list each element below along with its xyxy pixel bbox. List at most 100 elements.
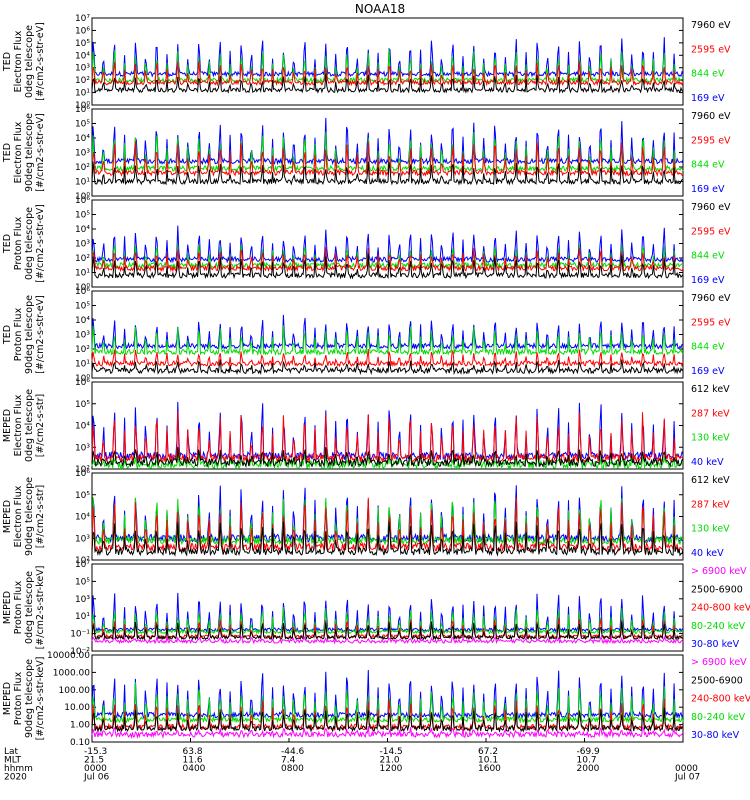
y-axis-label-line: 0deg telescope [24,25,35,98]
y-tick-label: 10000.00 [47,651,90,661]
legend-entry: 2595 eV [691,44,731,55]
legend-entry: 169 eV [691,366,725,377]
series-line-2 [91,141,684,178]
x-tick-hhmm: 2000 [577,764,600,774]
y-tick-label: 10⁶ [75,26,90,36]
panel-frame [91,199,684,288]
panel-7: 10⁻² 10⁻¹ 10¹ 10³ 10⁵ 10⁷ MEPEDProton Flux0deg… [2,560,750,657]
y-tick-label: 10⁷ [75,560,90,570]
panel-6: 10² 10³ 10⁴ 10⁵ 10⁶ MEPEDElectron Flux90deg t… [2,469,730,566]
y-tick-label: 10⁰ [75,101,90,111]
y-axis-label-line: Proton Flux [13,216,24,270]
y-axis-label-line: 0deg telescope [24,207,35,280]
y-tick-label: 10⁴ [75,316,90,326]
y-tick-label: 10⁵ [75,39,90,49]
y-tick-label: 10.00 [64,703,90,713]
y-axis-label-line: 90deg telescope [24,113,35,192]
legend-entry: 240-800 keV [691,694,750,705]
x-tick-mlt: 10.7 [577,756,597,766]
y-axis-label: TEDProton Flux90deg telescope[#/cm2-s-st… [2,295,46,374]
legend-entry: 612 keV [691,384,730,395]
series-line-2 [91,707,684,733]
y-tick-label: 10³ [75,64,90,74]
y-tick-label: 10⁰ [75,283,90,293]
x-row-label: 2020 [4,773,27,783]
y-tick-label: 10⁴ [75,134,90,144]
y-axis-label-line: TED [2,143,13,163]
series-line-2 [91,247,684,273]
series-line-1 [91,253,684,280]
legend-entry: 7960 eV [691,20,731,31]
series-line-3 [91,49,684,85]
y-tick-label: 10⁶ [75,105,90,115]
x-tick-lat: -15.3 [84,747,107,757]
y-axis-label: MEPEDProton Flux0deg telescope[#/cm2-s-s… [2,566,46,650]
x-tick-hhmm: 0800 [281,764,304,774]
y-tick-label: 10⁻¹ [70,630,90,640]
y-tick-label: 10¹ [75,178,90,188]
y-tick-label: 10³ [75,534,90,544]
y-tick-label: 10² [75,254,90,264]
series-line-4 [91,37,684,78]
y-tick-label: 10⁻² [70,647,90,657]
y-tick-label: 10⁵ [75,577,90,587]
x-tick-hhmm: 1600 [478,764,501,774]
legend-entry: 80-240 keV [691,712,746,723]
y-tick-label: 10⁷ [75,14,90,24]
y-tick-label: 10¹ [75,360,90,370]
x-tick-date: Jul 07 [674,773,700,783]
y-tick-label: 10⁵ [75,120,90,130]
legend-entry: 130 keV [691,433,730,444]
panel-5: 10² 10³ 10⁴ 10⁵ 10⁶ MEPEDElectron Flux0deg te… [2,378,730,475]
y-axis-label-line: Electron Flux [13,30,24,92]
x-row-label: MLT [4,756,22,766]
y-tick-label: 10¹ [75,612,90,622]
y-axis-label-line: Electron Flux [13,121,24,183]
y-axis-label-line: [#/cm2-s-str-eV] [35,113,46,192]
legend-entry: 287 keV [691,408,730,419]
y-tick-label: 10² [75,163,90,173]
x-tick-lat: -44.6 [281,747,305,757]
x-tick-lat: -69.9 [577,747,601,757]
x-tick-hhmm: 0000 [675,764,698,774]
y-axis-label-line: MEPED [2,591,13,624]
legend-entry: 612 keV [691,475,730,486]
series-line-1 [91,726,684,740]
y-axis-label-line: [#/cm2-s-str-keV] [35,657,46,741]
series-line-4 [91,225,684,264]
y-tick-label: 10⁶ [75,378,90,388]
y-tick-label: 10⁵ [75,302,90,312]
series-line-2 [91,348,684,368]
series-line-4 [91,117,684,166]
y-axis-label-line: Proton Flux [13,671,24,725]
x-tick-lat: -14.5 [380,747,403,757]
y-tick-label: 10³ [75,595,90,605]
legend-entry: 844 eV [691,342,725,353]
y-tick-label: 10¹ [75,89,90,99]
y-tick-label: 10² [75,76,90,86]
y-tick-label: 10⁶ [75,196,90,206]
y-axis-label-line: TED [2,325,13,345]
y-tick-label: 10⁴ [75,422,90,432]
y-axis-label-line: [#/cm2-s-str-eV] [35,204,46,283]
panel-2: 10⁰ 10¹ 10² 10³ 10⁴ 10⁵ 10⁶ TEDElectron Flux90d… [2,105,731,202]
legend-entry: 844 eV [691,69,725,80]
series-line-3 [91,496,684,547]
panel-8: 0.101.0010.00100.001000.0010000.00MEPEDP… [2,651,750,748]
y-tick-label: 10⁵ [75,211,90,221]
x-tick-mlt: 11.6 [183,756,203,766]
x-tick-lat: 63.8 [183,747,203,757]
panel-4: 10⁰ 10¹ 10² 10³ 10⁴ 10⁵ 10⁶ TEDProton Flux90deg… [2,287,731,384]
series-line-4 [91,401,684,462]
series-line-4 [91,314,684,351]
series-line-3 [91,131,684,173]
series-line-1 [91,521,684,557]
legend-entry: 40 keV [691,457,724,468]
y-tick-label: 10⁶ [75,469,90,479]
legend-entry: 287 keV [691,499,730,510]
y-tick-label: 10² [75,465,90,475]
y-tick-label: 10⁴ [75,225,90,235]
